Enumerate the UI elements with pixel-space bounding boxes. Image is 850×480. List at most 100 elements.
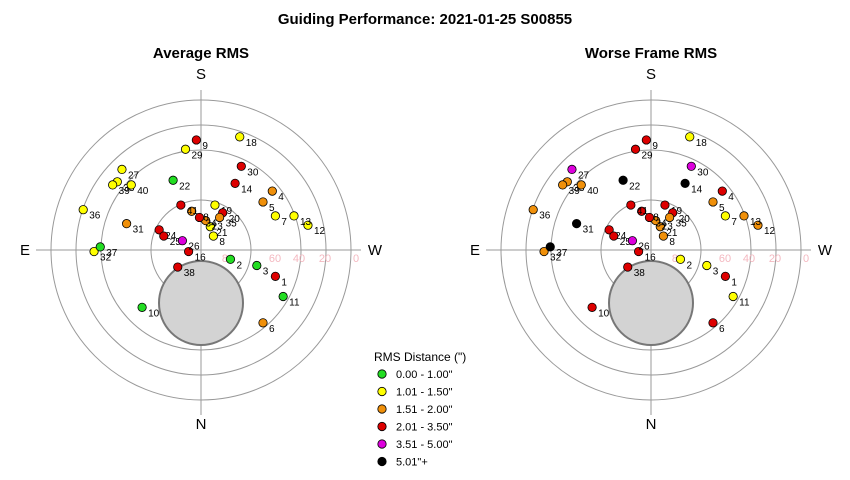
data-point: [641, 135, 651, 145]
ring-label: 0: [353, 253, 359, 265]
data-point: [664, 212, 675, 223]
data-point: [267, 186, 277, 196]
legend-entry-label: 0.00 - 1.00": [396, 369, 453, 381]
data-point: [137, 302, 147, 312]
data-point: [194, 212, 205, 223]
data-point: [176, 200, 186, 210]
data-point: [122, 219, 132, 229]
data-point: [660, 200, 670, 210]
data-point: [720, 271, 731, 281]
data-point: [173, 262, 183, 272]
legend-swatch: [377, 369, 387, 379]
data-point: [168, 175, 178, 185]
data-point-label: 1: [731, 277, 737, 288]
data-point-label: 40: [137, 186, 149, 197]
data-point-label: 14: [691, 184, 703, 195]
data-point: [270, 211, 280, 221]
data-point: [230, 178, 240, 188]
data-point: [644, 212, 655, 223]
data-point-label: 25: [620, 237, 632, 248]
data-point: [658, 231, 669, 241]
data-point: [258, 318, 268, 328]
data-point-label: 38: [184, 268, 196, 279]
legend-entry-label: 3.51 - 5.00": [396, 439, 453, 451]
data-point: [633, 246, 644, 257]
ring-label: 20: [769, 253, 781, 265]
data-point: [270, 271, 280, 281]
excluded-zone: [608, 260, 694, 346]
data-point-label: 3: [713, 267, 719, 278]
legend: RMS Distance (") 0.00 - 1.00" 1.01 - 1.50…: [374, 350, 466, 469]
direction-label-west: W: [818, 242, 833, 259]
data-point: [184, 246, 194, 257]
data-point-label: 37: [106, 248, 118, 259]
data-point-label: 6: [269, 324, 275, 335]
ring-label: 0: [803, 253, 809, 265]
data-point-label: 20: [229, 214, 241, 225]
direction-label-south: S: [646, 66, 656, 83]
legend-swatch: [377, 404, 387, 414]
legend-swatch: [377, 386, 387, 397]
data-point: [587, 302, 597, 312]
data-point: [539, 246, 549, 257]
data-point-label: 18: [696, 138, 708, 149]
data-point-label: 10: [148, 308, 160, 319]
data-point: [609, 231, 619, 241]
ring-label: 40: [293, 253, 305, 265]
data-point-label: 25: [170, 237, 182, 248]
data-point: [159, 231, 169, 241]
direction-label-west: W: [368, 242, 383, 259]
data-point-label: 24: [615, 231, 627, 242]
data-point-label: 7: [731, 217, 737, 228]
data-point: [95, 242, 105, 252]
data-point-label: 11: [739, 298, 750, 309]
chart-title: Guiding Performance: 2021-01-25 S00855: [278, 11, 572, 28]
data-point: [708, 318, 718, 328]
data-point: [686, 161, 696, 171]
data-point: [618, 175, 628, 185]
data-point-label: 7: [281, 217, 287, 228]
data-point-label: 27: [128, 170, 140, 181]
data-point-label: 23: [662, 222, 674, 233]
data-point: [78, 205, 88, 215]
data-point-label: 26: [638, 242, 650, 253]
data-point: [225, 254, 236, 264]
data-point-label: 12: [314, 226, 326, 237]
data-point-label: 10: [598, 308, 610, 319]
data-point: [528, 205, 538, 215]
data-point-label: 14: [241, 184, 253, 195]
legend-swatch: [377, 439, 387, 449]
data-point: [126, 180, 136, 190]
data-point: [680, 178, 690, 188]
data-point-label: 35: [226, 218, 238, 229]
direction-label-east: E: [470, 242, 480, 259]
data-point-label: 1: [281, 277, 287, 288]
data-point-label: 5: [719, 203, 725, 214]
data-point-label: 41: [187, 206, 199, 217]
data-point-label: 29: [192, 150, 204, 161]
data-point-label: 29: [642, 150, 654, 161]
data-point: [728, 291, 738, 302]
data-point-label: 36: [89, 211, 101, 222]
data-point-label: 32: [100, 253, 112, 264]
data-point: [739, 211, 749, 221]
data-point-label: 38: [634, 268, 646, 279]
legend-entry-label: 2.01 - 3.50": [396, 422, 453, 434]
ring-label: 60: [719, 253, 731, 265]
data-point-label: 35: [676, 218, 688, 229]
direction-label-south: S: [196, 66, 206, 83]
legend-swatch: [377, 456, 387, 467]
legend-entry-label: 1.51 - 2.00": [396, 404, 453, 416]
data-point: [108, 180, 118, 190]
worse-frame-rms-polar-plot: Worse Frame RMS806040200SNEW123456789101…: [470, 45, 833, 433]
data-point: [567, 164, 577, 174]
data-point: [208, 231, 218, 241]
ring-label: 20: [319, 253, 331, 265]
data-point-label: 32: [550, 253, 562, 264]
data-point: [685, 132, 695, 142]
data-point: [278, 291, 288, 302]
data-point: [154, 225, 164, 235]
data-point: [210, 200, 220, 210]
data-point-label: 12: [764, 226, 776, 237]
